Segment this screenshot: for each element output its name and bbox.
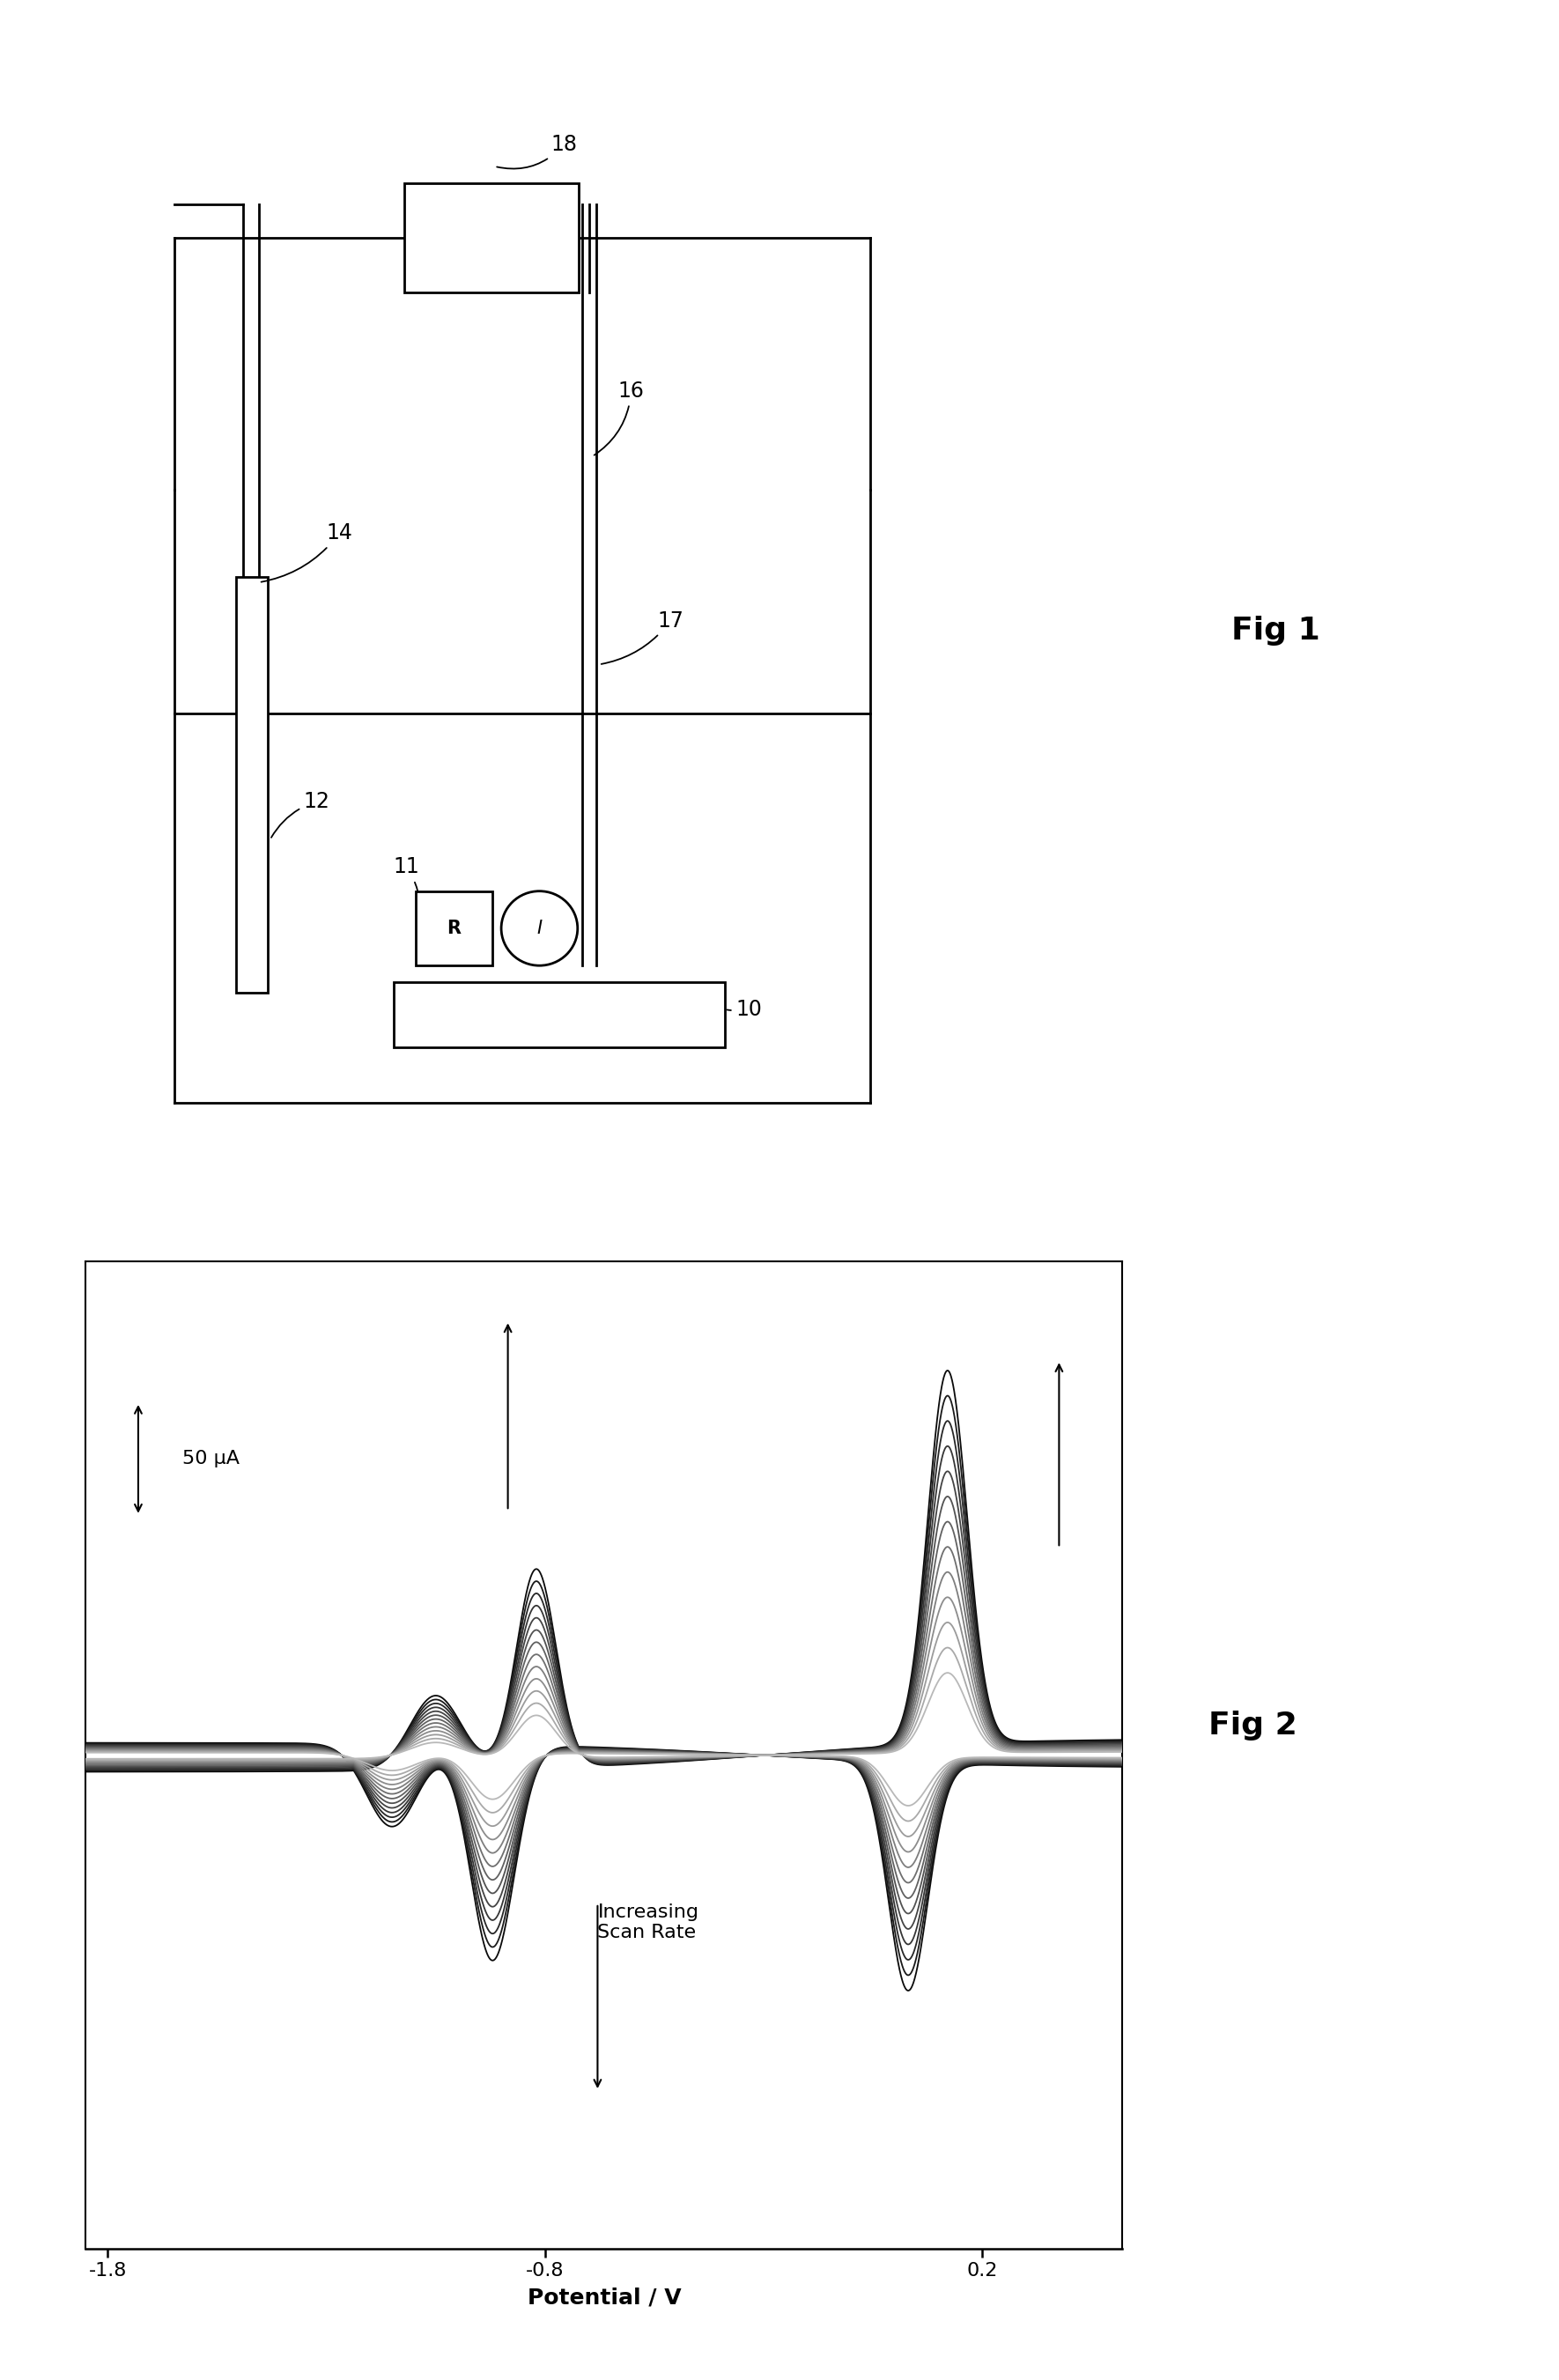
Bar <box>393 983 725 1047</box>
X-axis label: Potential / V: Potential / V <box>527 2287 681 2309</box>
Text: 16: 16 <box>594 381 644 455</box>
Text: Increasing
Scan Rate: Increasing Scan Rate <box>597 1904 698 1942</box>
Bar <box>237 576 268 992</box>
Text: R: R <box>447 919 461 938</box>
Text: 50 μA: 50 μA <box>182 1449 239 1468</box>
Text: 18: 18 <box>497 133 577 169</box>
Text: 10: 10 <box>726 1000 762 1021</box>
Text: 11: 11 <box>393 857 421 926</box>
Bar <box>416 890 493 966</box>
Text: 12: 12 <box>271 790 331 838</box>
Text: 17: 17 <box>602 609 683 664</box>
Circle shape <box>502 890 577 966</box>
Text: Fig 2: Fig 2 <box>1208 1711 1297 1740</box>
Text: 14: 14 <box>262 524 352 583</box>
Bar <box>405 183 578 293</box>
Text: Fig 1: Fig 1 <box>1232 616 1320 645</box>
Text: I: I <box>536 919 543 938</box>
